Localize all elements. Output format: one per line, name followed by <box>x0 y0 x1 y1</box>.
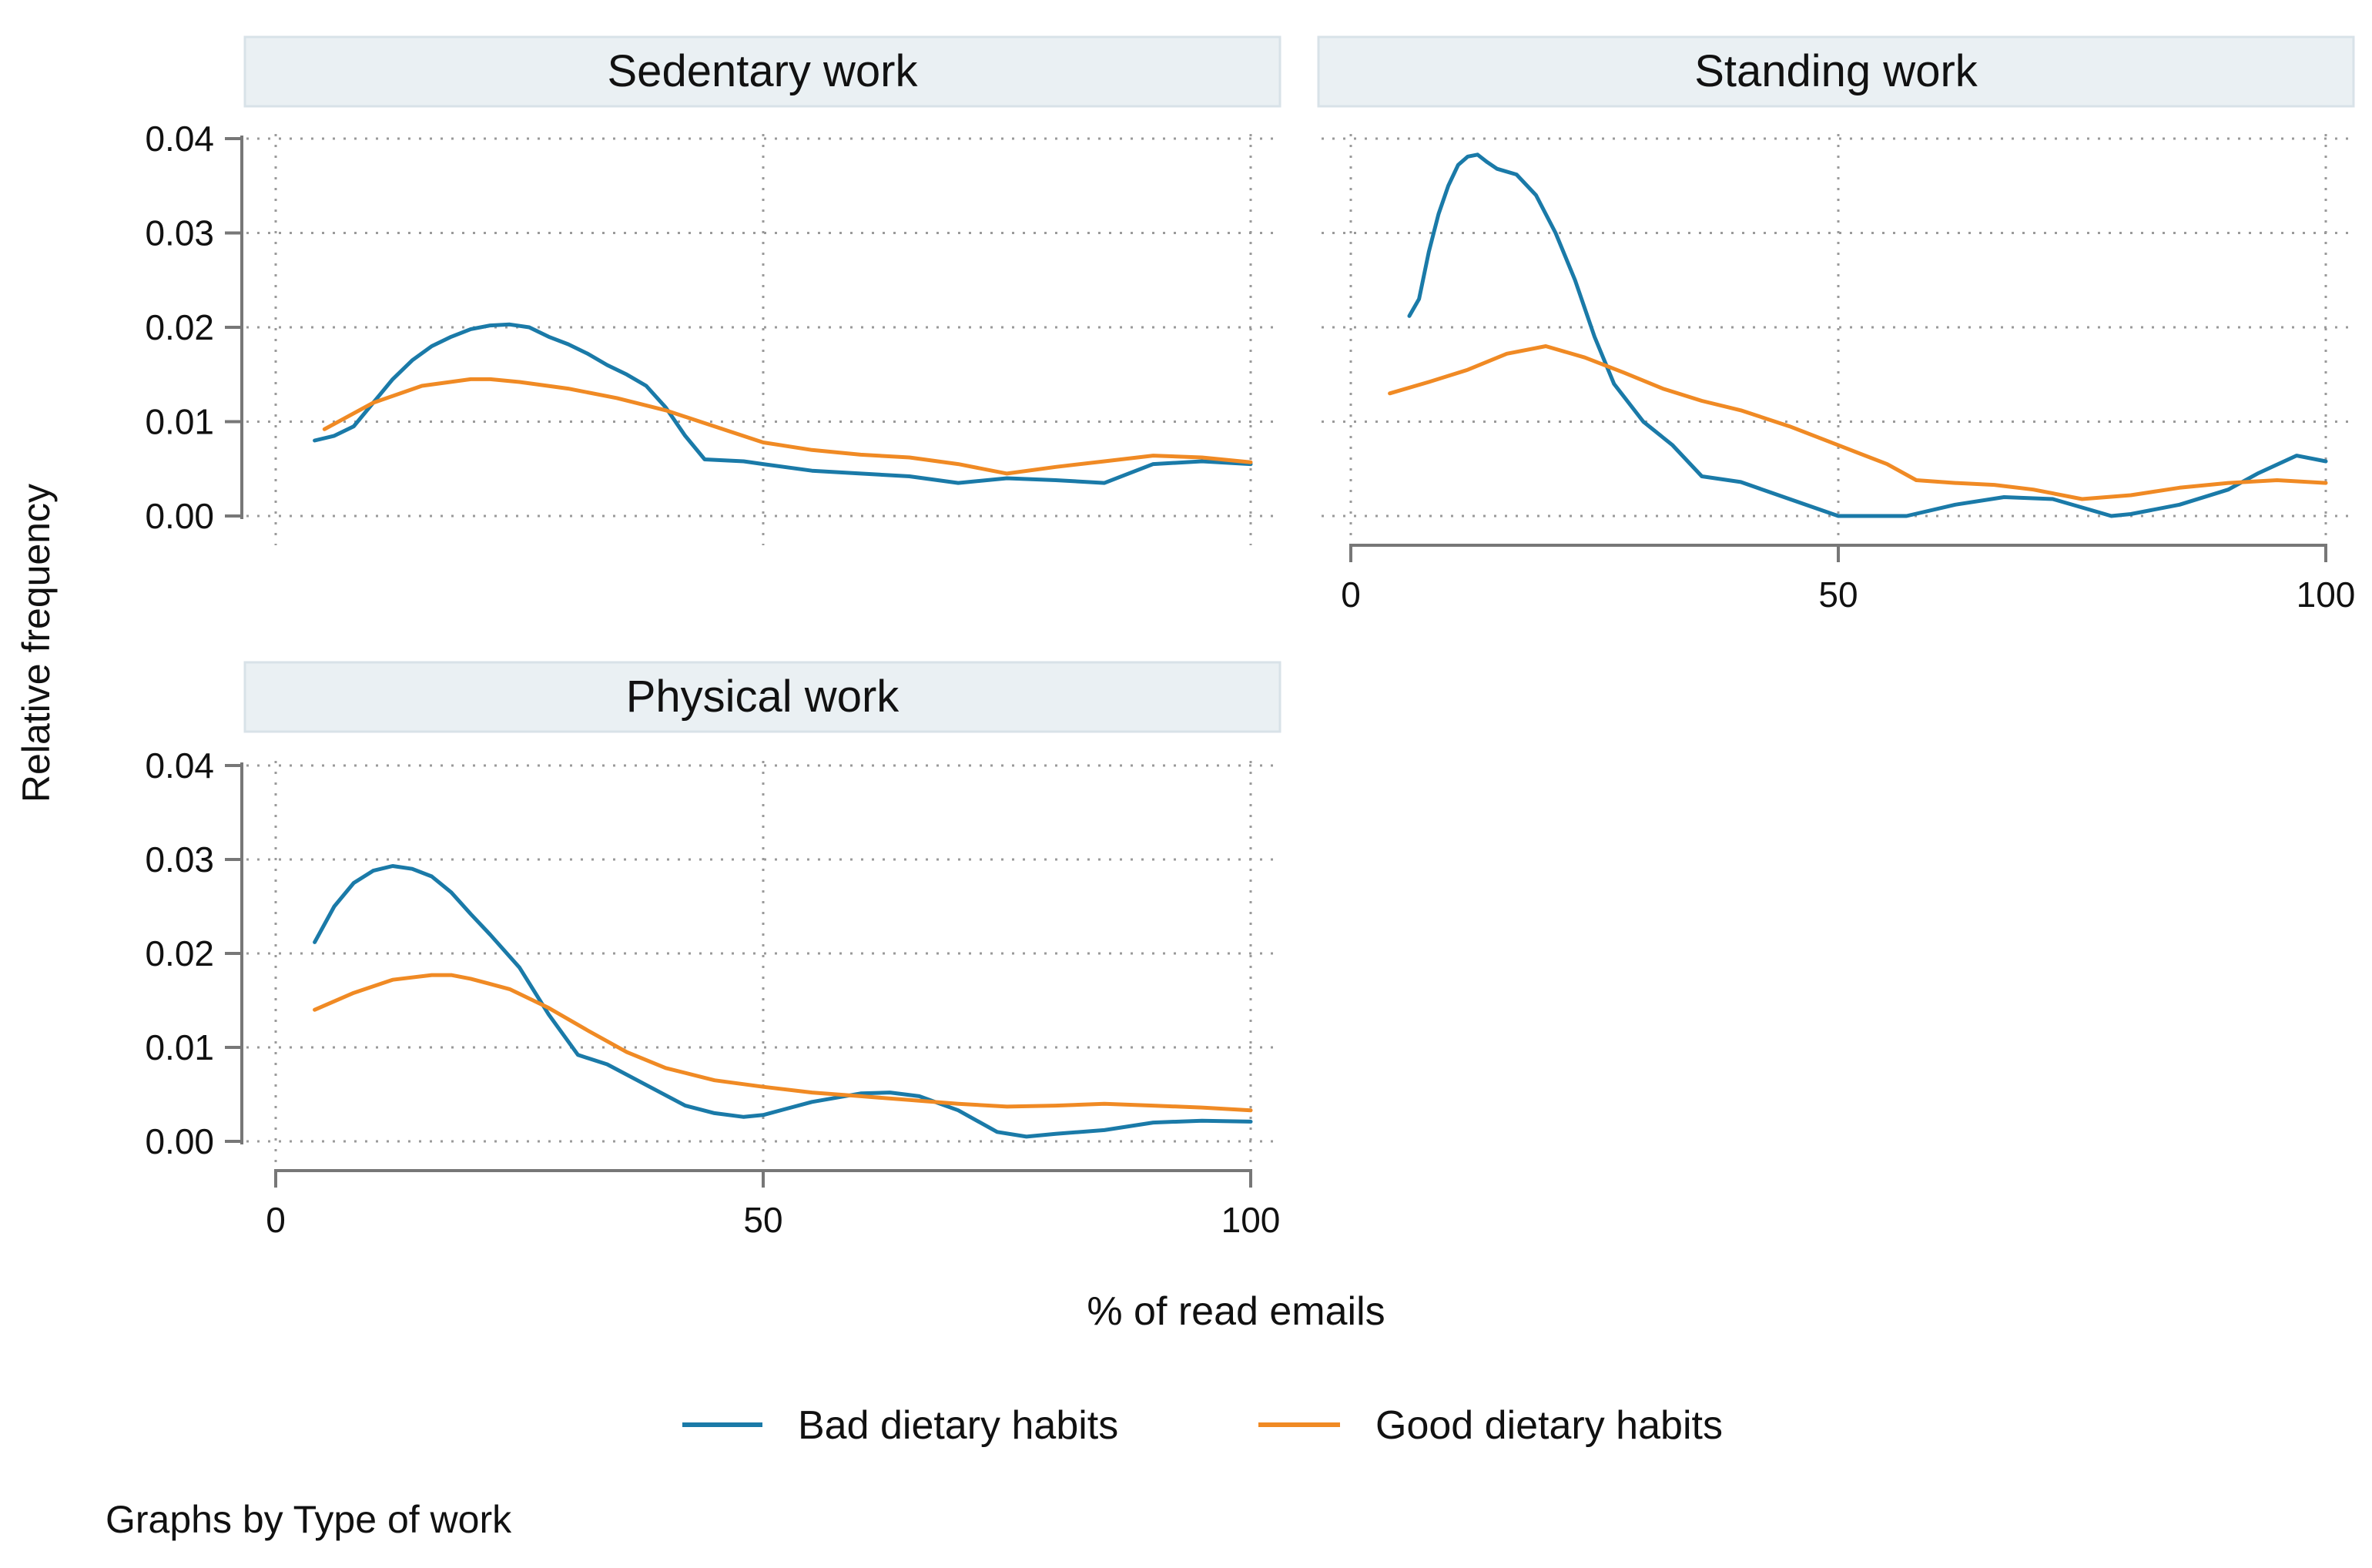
panel-title: Standing work <box>1694 46 1978 96</box>
x-tick-label: 100 <box>2297 575 2356 615</box>
legend-item: Good dietary habits <box>1258 1403 1723 1448</box>
y-tick-label: 0.01 <box>145 1027 214 1067</box>
y-tick-label: 0.02 <box>145 307 214 347</box>
x-tick-label: 0 <box>266 1200 286 1240</box>
y-tick-label: 0.00 <box>145 496 214 536</box>
panels-layer: Sedentary work 0.00 0.01 0.02 0.03 0.04 Standi… <box>145 35 2356 1240</box>
panel-1: Standing work 0 50 100 <box>1317 35 2356 615</box>
y-axis-title: Relative frequency <box>15 484 58 802</box>
y-tick-label: 0.03 <box>145 839 214 879</box>
y-tick-label: 0.02 <box>145 933 214 973</box>
bad-dietary-habits-line <box>313 322 1253 485</box>
legend-label: Bad dietary habits <box>798 1403 1118 1448</box>
y-tick-label: 0.00 <box>145 1121 214 1161</box>
y-tick-label: 0.03 <box>145 213 214 253</box>
bad-dietary-habits-line <box>313 864 1253 1139</box>
x-tick-label: 0 <box>1341 575 1361 615</box>
panel-header <box>243 35 1281 108</box>
y-tick-label: 0.04 <box>145 745 214 786</box>
x-tick-label: 50 <box>743 1200 782 1240</box>
x-tick-label: 100 <box>1221 1200 1281 1240</box>
panel-title: Physical work <box>626 672 900 722</box>
y-tick-label: 0.04 <box>145 119 214 159</box>
bad-dietary-habits-line <box>1407 152 2328 518</box>
legend-item: Bad dietary habits <box>682 1403 1118 1448</box>
legend: Bad dietary habits Good dietary habits <box>682 1403 1723 1448</box>
y-tick-label: 0.01 <box>145 402 214 442</box>
good-dietary-habits-line <box>322 377 1253 476</box>
panel-2: Physical work 0.00 0.01 0.02 0.03 0.04 0 50 100 <box>145 661 1281 1240</box>
legend-label: Good dietary habits <box>1375 1403 1723 1448</box>
panel-header <box>1317 35 2355 108</box>
good-dietary-habits-line <box>1388 344 2328 501</box>
graphs-by-note: Graphs by Type of work <box>106 1498 512 1541</box>
panel-0: Sedentary work 0.00 0.01 0.02 0.03 0.04 <box>145 35 1281 545</box>
x-tick-label: 50 <box>1818 575 1858 615</box>
panel-title: Sedentary work <box>608 46 919 96</box>
good-dietary-habits-line <box>313 973 1253 1113</box>
x-axis-title: % of read emails <box>1087 1289 1385 1334</box>
panel-header <box>243 661 1281 733</box>
